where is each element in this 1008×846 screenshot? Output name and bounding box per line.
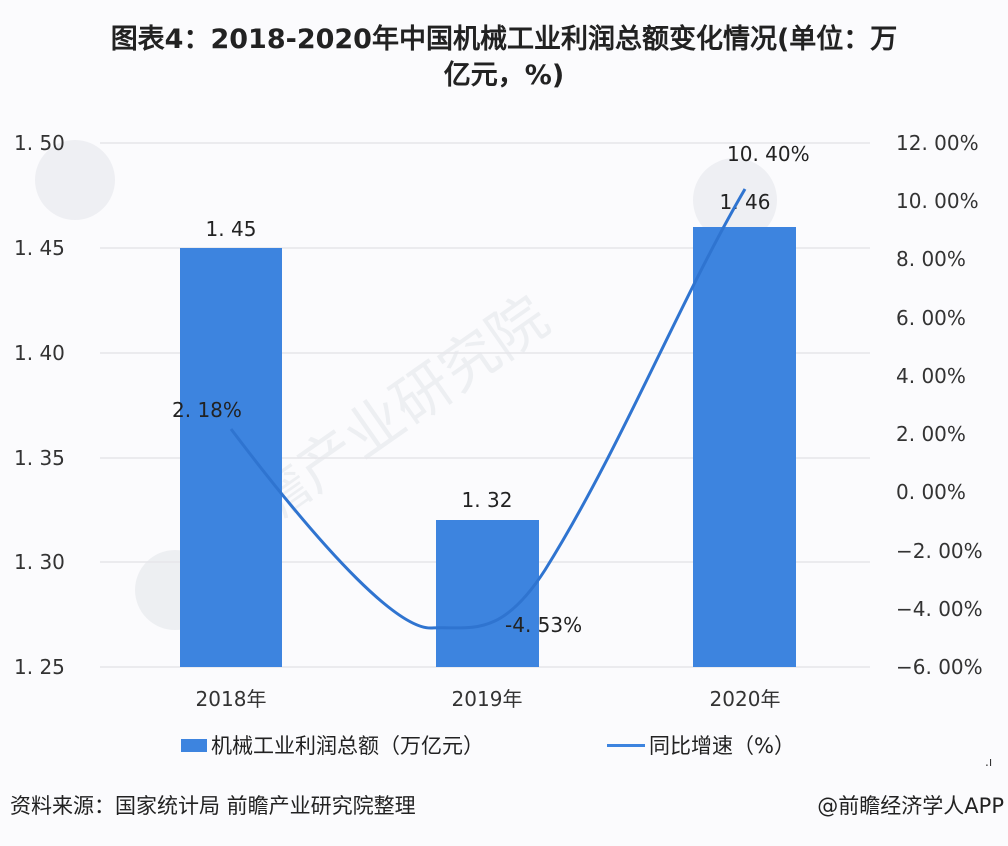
chart-title: 图表4：2018-2020年中国机械工业利润总额变化情况(单位：万 亿元，%) — [0, 22, 1008, 94]
bar-labels: 1. 45 1. 32 1. 46 — [206, 190, 771, 512]
bar-2020[interactable] — [693, 227, 796, 667]
right-tick: 2. 00% — [896, 422, 966, 446]
legend-item-profit[interactable]: 机械工业利润总额（万亿元） — [181, 730, 484, 760]
left-axis: 1. 50 1. 45 1. 40 1. 35 1. 30 1. 25 — [14, 131, 65, 679]
left-tick: 1. 30 — [14, 550, 65, 574]
left-tick: 1. 50 — [14, 131, 65, 155]
right-tick: 4. 00% — [896, 364, 966, 388]
legend-item-growth[interactable]: 同比增速（%） — [607, 730, 795, 760]
right-tick: −6. 00% — [896, 655, 983, 679]
chart-title-line-2: 亿元，%) — [443, 60, 565, 91]
left-tick: 1. 35 — [14, 446, 65, 470]
line-swatch-icon — [607, 743, 645, 747]
x-label-2020: 2020年 — [710, 687, 781, 711]
bar-2018[interactable] — [180, 248, 282, 667]
chart-legend: 机械工业利润总额（万亿元） 同比增速（%） — [0, 730, 1008, 760]
left-tick: 1. 40 — [14, 341, 65, 365]
line-label-2018: 2. 18% — [172, 398, 242, 422]
corner-mark-icon: .ı — [985, 755, 993, 769]
x-label-2018: 2018年 — [196, 687, 267, 711]
right-tick: 10. 00% — [896, 189, 979, 213]
bar-label-2020: 1. 46 — [720, 190, 771, 214]
bar-label-2019: 1. 32 — [462, 488, 513, 512]
bar-label-2018: 1. 45 — [206, 217, 257, 241]
bar-2019[interactable] — [436, 520, 539, 667]
source-note: 资料来源：国家统计局 前瞻产业研究院整理 — [10, 794, 416, 818]
legend-label-growth: 同比增速（%） — [649, 734, 795, 758]
left-tick: 1. 25 — [14, 655, 65, 679]
credit-note: @前瞻经济学人APP — [817, 794, 1004, 818]
right-axis: 12. 00% 10. 00% 8. 00% 6. 00% 4. 00% 2. … — [896, 131, 983, 679]
right-tick: 0. 00% — [896, 480, 966, 504]
right-tick: 8. 00% — [896, 247, 966, 271]
growth-rate-line[interactable] — [229, 188, 747, 630]
right-tick: −4. 00% — [896, 597, 983, 621]
x-label-2019: 2019年 — [452, 687, 523, 711]
left-tick: 1. 45 — [14, 236, 65, 260]
right-tick: 6. 00% — [896, 306, 966, 330]
right-tick: −2. 00% — [896, 539, 983, 563]
x-axis: 2018年 2019年 2020年 — [196, 687, 781, 711]
legend-label-profit: 机械工业利润总额（万亿元） — [211, 734, 484, 758]
right-tick: 12. 00% — [896, 131, 979, 155]
bar-series — [180, 227, 796, 667]
chart-title-line-1: 图表4：2018-2020年中国机械工业利润总额变化情况(单位：万 — [110, 24, 898, 55]
line-label-2019: -4. 53% — [505, 613, 582, 637]
watermark: 前瞻产业研究院 — [35, 140, 777, 630]
bar-swatch-icon — [181, 738, 207, 752]
line-labels: 2. 18% -4. 53% 10. 40% — [172, 142, 810, 637]
line-label-2020: 10. 40% — [727, 142, 810, 166]
